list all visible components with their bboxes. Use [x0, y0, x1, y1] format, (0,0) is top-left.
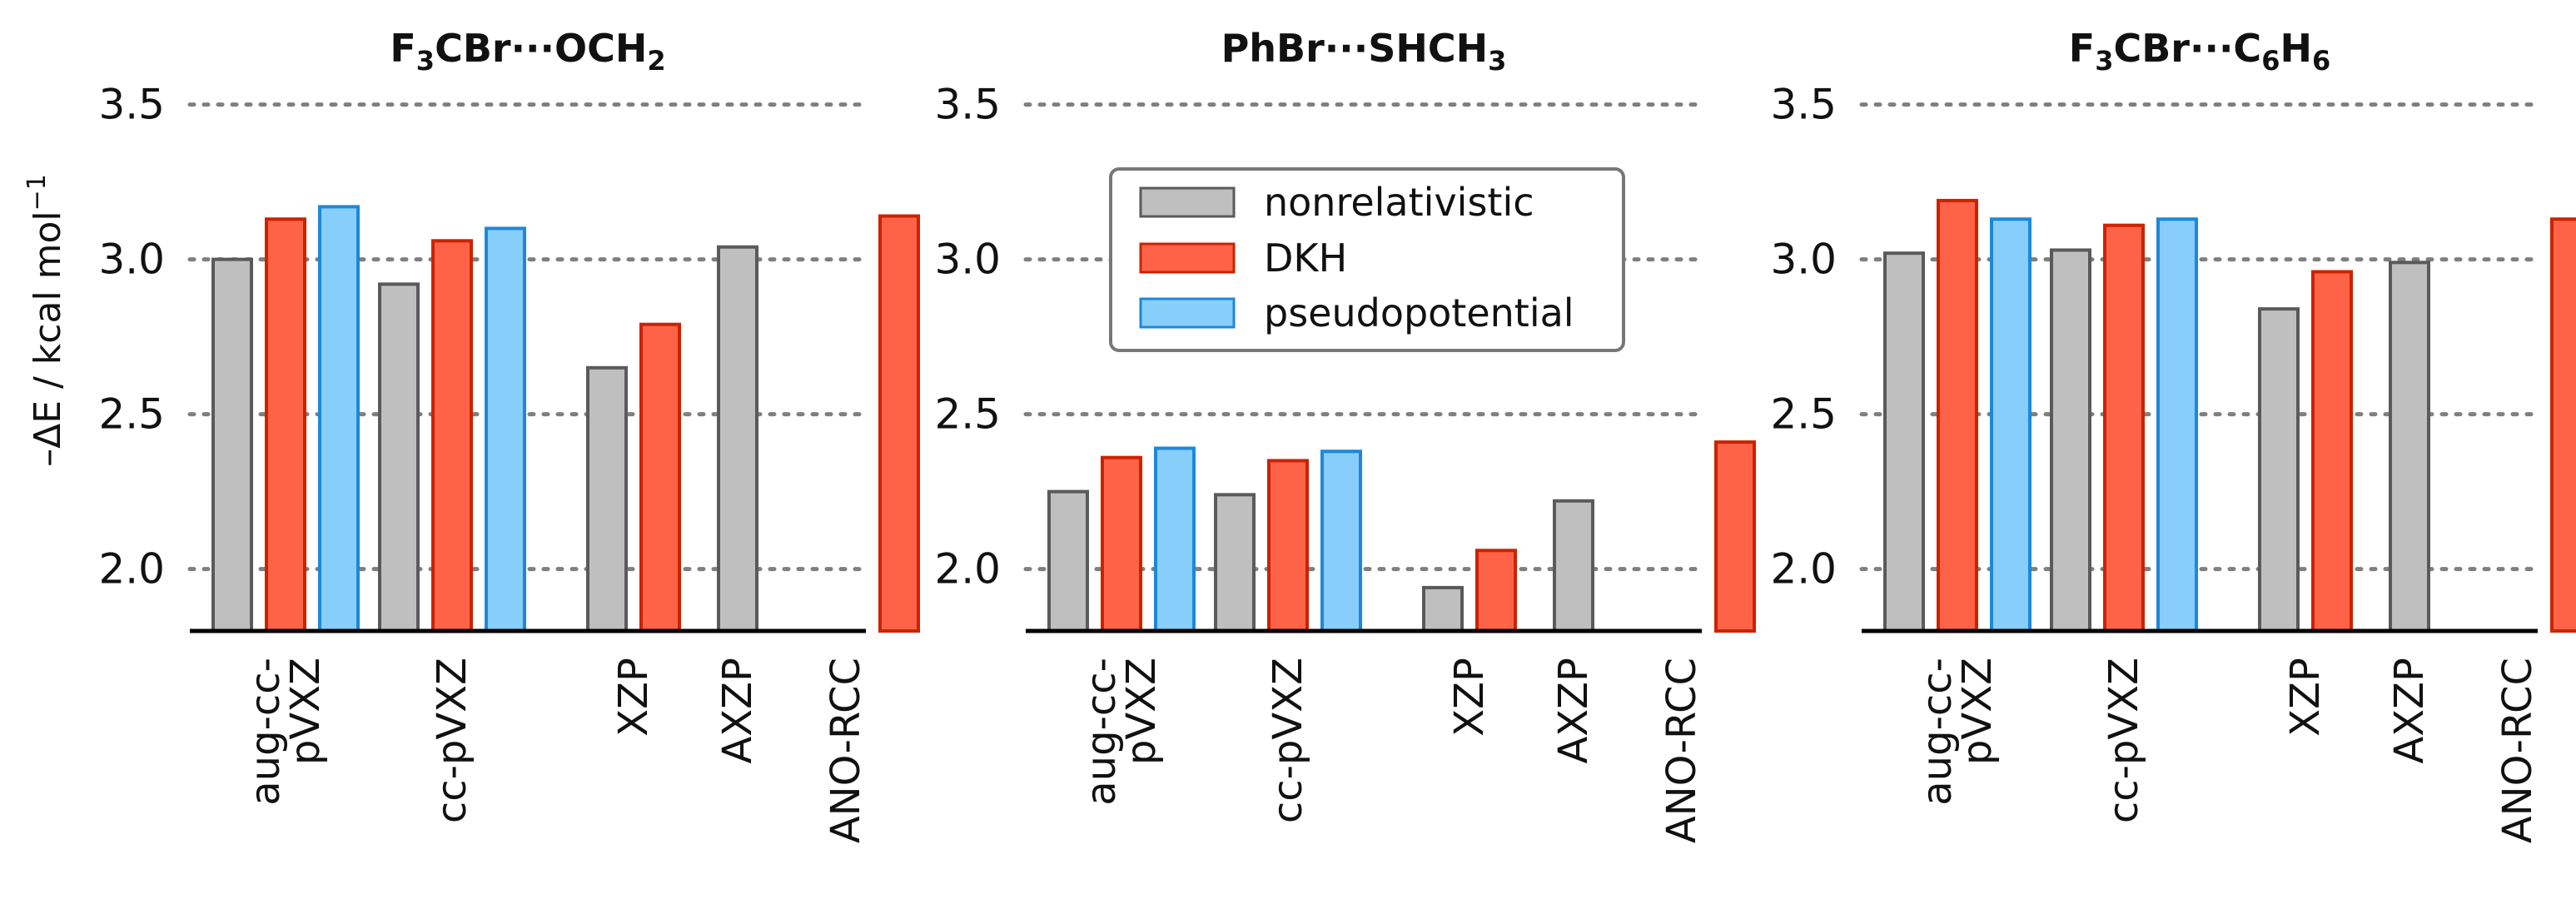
- x-tick-label: AXZP: [2386, 658, 2433, 764]
- legend-swatch-pseudopotential: [1139, 297, 1236, 329]
- bar-nonrelativistic: [1047, 489, 1089, 633]
- y-tick-label: 3.5: [98, 81, 165, 129]
- legend-label-nonrelativistic: nonrelativistic: [1264, 180, 1534, 225]
- bar-nonrelativistic: [378, 282, 420, 633]
- bar-dkh: [1475, 549, 1517, 633]
- bar-dkh: [1714, 440, 1756, 633]
- y-tick-label: 2.5: [1770, 390, 1837, 439]
- x-tick-label: ANO-RCC: [1658, 658, 1705, 843]
- bar-pseudopotential: [1154, 446, 1196, 633]
- bar-nonrelativistic: [2389, 261, 2430, 633]
- bar-nonrelativistic: [211, 257, 253, 633]
- y-tick-label: 2.0: [1770, 545, 1837, 594]
- bar-dkh: [1937, 198, 1978, 633]
- x-tick-label: aug-cc-: [1078, 658, 1125, 806]
- bar-nonrelativistic: [1422, 585, 1464, 633]
- panel-title: PhBr···SHCH3: [1221, 26, 1507, 77]
- y-axis-label-text: –ΔE / kcal mol−1: [22, 174, 69, 467]
- legend-swatch-dkh: [1139, 242, 1236, 274]
- bar-dkh: [1267, 459, 1309, 633]
- panel-3: F3CBr···C6H6 2.0 2.5 3.0 3.5 aug-cc-pVXZ cc-pV…: [1770, 26, 2576, 843]
- bar-nonrelativistic: [2050, 248, 2091, 633]
- panel-title: F3CBr···C6H6: [2069, 26, 2330, 77]
- panel-1: F3CBr···OCH2 2.0 2.5 3.0 3.5 aug-cc-pVXZ cc-pV…: [98, 26, 920, 843]
- x-tick-label: cc-pVXZ: [1265, 658, 1311, 823]
- y-tick-label: 2.0: [934, 545, 1001, 594]
- x-tick-label: AXZP: [1550, 658, 1597, 764]
- bar-dkh: [265, 217, 306, 633]
- bar-dkh: [2311, 270, 2353, 633]
- bar-pseudopotential: [485, 226, 526, 633]
- y-axis-label: –ΔE / kcal mol−1: [22, 174, 69, 467]
- x-tick-label: XZP: [610, 658, 657, 737]
- legend-label-dkh: DKH: [1264, 236, 1347, 281]
- x-tick-label: AXZP: [714, 658, 761, 764]
- panels-layer: F3CBr···OCH2 2.0 2.5 3.0 3.5 aug-cc-pVXZ cc-pV…: [98, 26, 2576, 843]
- legend-swatch-nonrelativistic: [1139, 186, 1236, 218]
- y-tick-label: 2.5: [98, 390, 165, 439]
- panel-title: F3CBr···OCH2: [390, 26, 665, 77]
- bar-nonrelativistic: [1883, 251, 1925, 633]
- legend-label-pseudopotential: pseudopotential: [1264, 291, 1574, 335]
- x-tick-label: cc-pVXZ: [429, 658, 475, 823]
- x-tick-label: cc-pVXZ: [2101, 658, 2147, 823]
- y-tick-label: 3.0: [1770, 236, 1837, 284]
- bar-nonrelativistic: [1214, 493, 1256, 633]
- legend: nonrelativistic DKH pseudopotential: [1109, 167, 1625, 352]
- x-tick-label: ANO-RCC: [823, 658, 869, 843]
- legend-frame: [1109, 167, 1625, 352]
- bar-nonrelativistic: [1553, 499, 1594, 633]
- bar-dkh: [878, 214, 920, 633]
- x-tick-label: aug-cc-: [1914, 658, 1961, 806]
- bar-nonrelativistic: [2258, 307, 2300, 633]
- x-tick-label: ANO-RCC: [2494, 658, 2541, 843]
- y-tick-label: 3.5: [934, 81, 1001, 129]
- bar-pseudopotential: [318, 205, 360, 633]
- panel-2: PhBr···SHCH3 2.0 2.5 3.0 3.5 aug-cc-pVXZ cc-pV…: [934, 26, 1756, 843]
- bar-dkh: [639, 322, 681, 633]
- y-tick-label: 3.0: [98, 236, 165, 284]
- bar-nonrelativistic: [717, 245, 758, 633]
- y-tick-label: 3.0: [934, 236, 1001, 284]
- bar-pseudopotential: [1320, 450, 1362, 633]
- x-tick-label: pVXZ: [1118, 658, 1165, 765]
- bar-dkh: [2550, 217, 2576, 633]
- bar-pseudopotential: [1990, 217, 2031, 633]
- bar-nonrelativistic: [586, 365, 628, 633]
- y-tick-label: 2.0: [98, 545, 165, 594]
- bar-dkh: [1101, 455, 1142, 633]
- x-tick-label: aug-cc-: [242, 658, 289, 806]
- x-tick-label: pVXZ: [282, 658, 329, 765]
- bar-dkh: [2103, 223, 2145, 633]
- y-tick-label: 2.5: [934, 390, 1001, 439]
- x-tick-label: XZP: [1446, 658, 1493, 737]
- x-tick-label: XZP: [2282, 658, 2329, 737]
- bar-pseudopotential: [2156, 217, 2198, 633]
- x-tick-label: pVXZ: [1954, 658, 2001, 765]
- y-tick-label: 3.5: [1770, 81, 1837, 129]
- bar-dkh: [431, 239, 473, 633]
